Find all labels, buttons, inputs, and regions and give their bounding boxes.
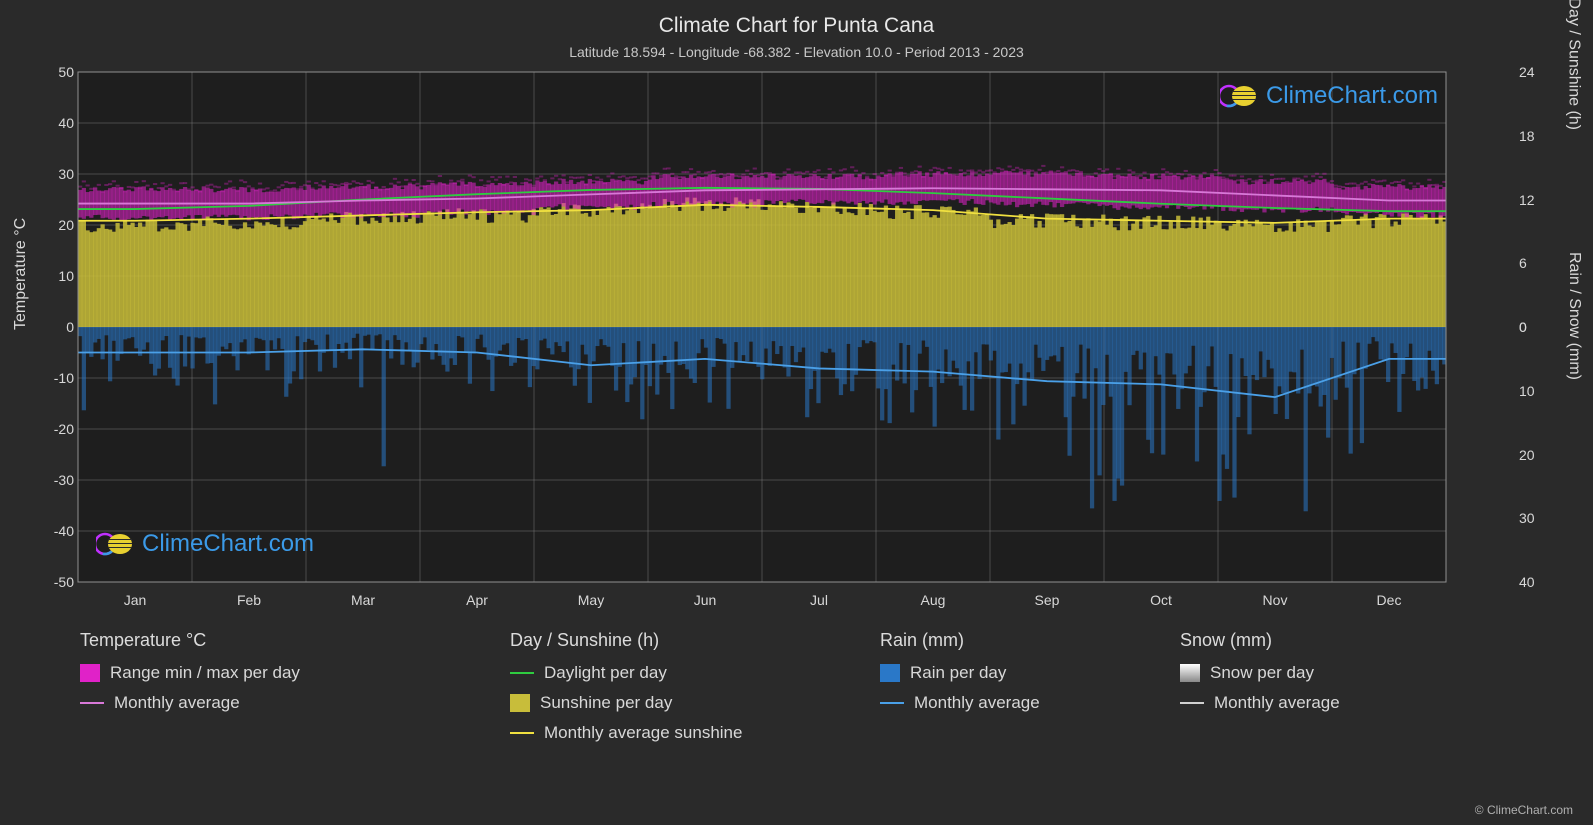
x-tick-month: Jan bbox=[124, 592, 147, 608]
watermark-top: ClimeChart.com bbox=[1220, 82, 1438, 110]
legend-col-snow: Snow (mm) Snow per day Monthly average bbox=[1180, 630, 1460, 743]
chart-subtitle: Latitude 18.594 - Longitude -68.382 - El… bbox=[0, 44, 1593, 60]
legend-label: Snow per day bbox=[1210, 663, 1314, 683]
swatch-sunshine-icon bbox=[510, 694, 530, 712]
swatch-daylight-icon bbox=[510, 672, 534, 674]
copyright-text: © ClimeChart.com bbox=[1475, 803, 1573, 817]
swatch-rain-icon bbox=[880, 664, 900, 682]
legend-item: Daylight per day bbox=[510, 663, 880, 683]
y-tick-left: 50 bbox=[38, 64, 74, 80]
y-tick-right-bottom: 40 bbox=[1519, 574, 1555, 590]
legend-label: Rain per day bbox=[910, 663, 1006, 683]
legend-col-daylight: Day / Sunshine (h) Daylight per day Suns… bbox=[510, 630, 880, 743]
legend-header-day: Day / Sunshine (h) bbox=[510, 630, 880, 651]
legend-col-temperature: Temperature °C Range min / max per day M… bbox=[80, 630, 510, 743]
x-tick-month: Mar bbox=[351, 592, 375, 608]
y-tick-right-bottom: 30 bbox=[1519, 510, 1555, 526]
y-tick-left: -20 bbox=[38, 421, 74, 437]
y-tick-right-top: 12 bbox=[1519, 192, 1555, 208]
legend-item: Monthly average sunshine bbox=[510, 723, 880, 743]
y-tick-left: -10 bbox=[38, 370, 74, 386]
legend-item: Monthly average bbox=[1180, 693, 1460, 713]
y-tick-left: 20 bbox=[38, 217, 74, 233]
y-tick-right-bottom: 20 bbox=[1519, 447, 1555, 463]
legend-label: Monthly average bbox=[914, 693, 1040, 713]
x-tick-month: Apr bbox=[466, 592, 488, 608]
x-tick-month: Sep bbox=[1035, 592, 1060, 608]
legend-header-snow: Snow (mm) bbox=[1180, 630, 1460, 651]
y-tick-left: 10 bbox=[38, 268, 74, 284]
x-tick-month: Jun bbox=[694, 592, 717, 608]
climechart-logo-icon bbox=[96, 530, 136, 558]
watermark-bottom: ClimeChart.com bbox=[96, 530, 314, 558]
legend-label: Sunshine per day bbox=[540, 693, 672, 713]
legend-item: Monthly average bbox=[880, 693, 1180, 713]
y-tick-left: 30 bbox=[38, 166, 74, 182]
climechart-logo-icon bbox=[1220, 82, 1260, 110]
legend-header-rain: Rain (mm) bbox=[880, 630, 1180, 651]
x-tick-month: Oct bbox=[1150, 592, 1172, 608]
watermark-text: ClimeChart.com bbox=[1266, 82, 1438, 110]
legend-item: Monthly average bbox=[80, 693, 510, 713]
y-tick-right-bottom: 0 bbox=[1519, 319, 1555, 335]
chart-title: Climate Chart for Punta Cana bbox=[0, 14, 1593, 38]
y-tick-right-top: 6 bbox=[1519, 255, 1555, 271]
legend-item: Rain per day bbox=[880, 663, 1180, 683]
swatch-snow-icon bbox=[1180, 664, 1200, 682]
swatch-rain-avg-icon bbox=[880, 702, 904, 704]
y-axis-right-bottom-label: Rain / Snow (mm) bbox=[1565, 252, 1583, 380]
legend-col-rain: Rain (mm) Rain per day Monthly average bbox=[880, 630, 1180, 743]
y-axis-left-label: Temperature °C bbox=[12, 218, 30, 330]
y-tick-right-top: 18 bbox=[1519, 128, 1555, 144]
legend-item: Range min / max per day bbox=[80, 663, 510, 683]
y-axis-right-top-label: Day / Sunshine (h) bbox=[1565, 0, 1583, 130]
climate-chart: Climate Chart for Punta Cana Latitude 18… bbox=[0, 0, 1593, 825]
swatch-temp-range-icon bbox=[80, 664, 100, 682]
y-tick-right-top: 24 bbox=[1519, 64, 1555, 80]
y-tick-left: 40 bbox=[38, 115, 74, 131]
legend-label: Monthly average bbox=[114, 693, 240, 713]
y-tick-right-bottom: 10 bbox=[1519, 383, 1555, 399]
y-tick-left: 0 bbox=[38, 319, 74, 335]
x-tick-month: Feb bbox=[237, 592, 261, 608]
y-tick-left: -30 bbox=[38, 472, 74, 488]
legend-label: Daylight per day bbox=[544, 663, 667, 683]
y-tick-left: -40 bbox=[38, 523, 74, 539]
legend-item: Snow per day bbox=[1180, 663, 1460, 683]
x-tick-month: Jul bbox=[810, 592, 828, 608]
legend: Temperature °C Range min / max per day M… bbox=[80, 630, 1480, 743]
legend-label: Monthly average bbox=[1214, 693, 1340, 713]
x-tick-month: Aug bbox=[921, 592, 946, 608]
watermark-text: ClimeChart.com bbox=[142, 530, 314, 558]
swatch-snow-avg-icon bbox=[1180, 702, 1204, 704]
y-tick-left: -50 bbox=[38, 574, 74, 590]
swatch-temp-avg-icon bbox=[80, 702, 104, 704]
x-tick-month: Nov bbox=[1263, 592, 1288, 608]
x-tick-month: Dec bbox=[1377, 592, 1402, 608]
legend-label: Range min / max per day bbox=[110, 663, 300, 683]
legend-label: Monthly average sunshine bbox=[544, 723, 742, 743]
legend-item: Sunshine per day bbox=[510, 693, 880, 713]
plot-svg bbox=[78, 72, 1446, 582]
plot-area bbox=[78, 72, 1446, 582]
legend-header-temp: Temperature °C bbox=[80, 630, 510, 651]
x-tick-month: May bbox=[578, 592, 604, 608]
swatch-sunshine-avg-icon bbox=[510, 732, 534, 734]
